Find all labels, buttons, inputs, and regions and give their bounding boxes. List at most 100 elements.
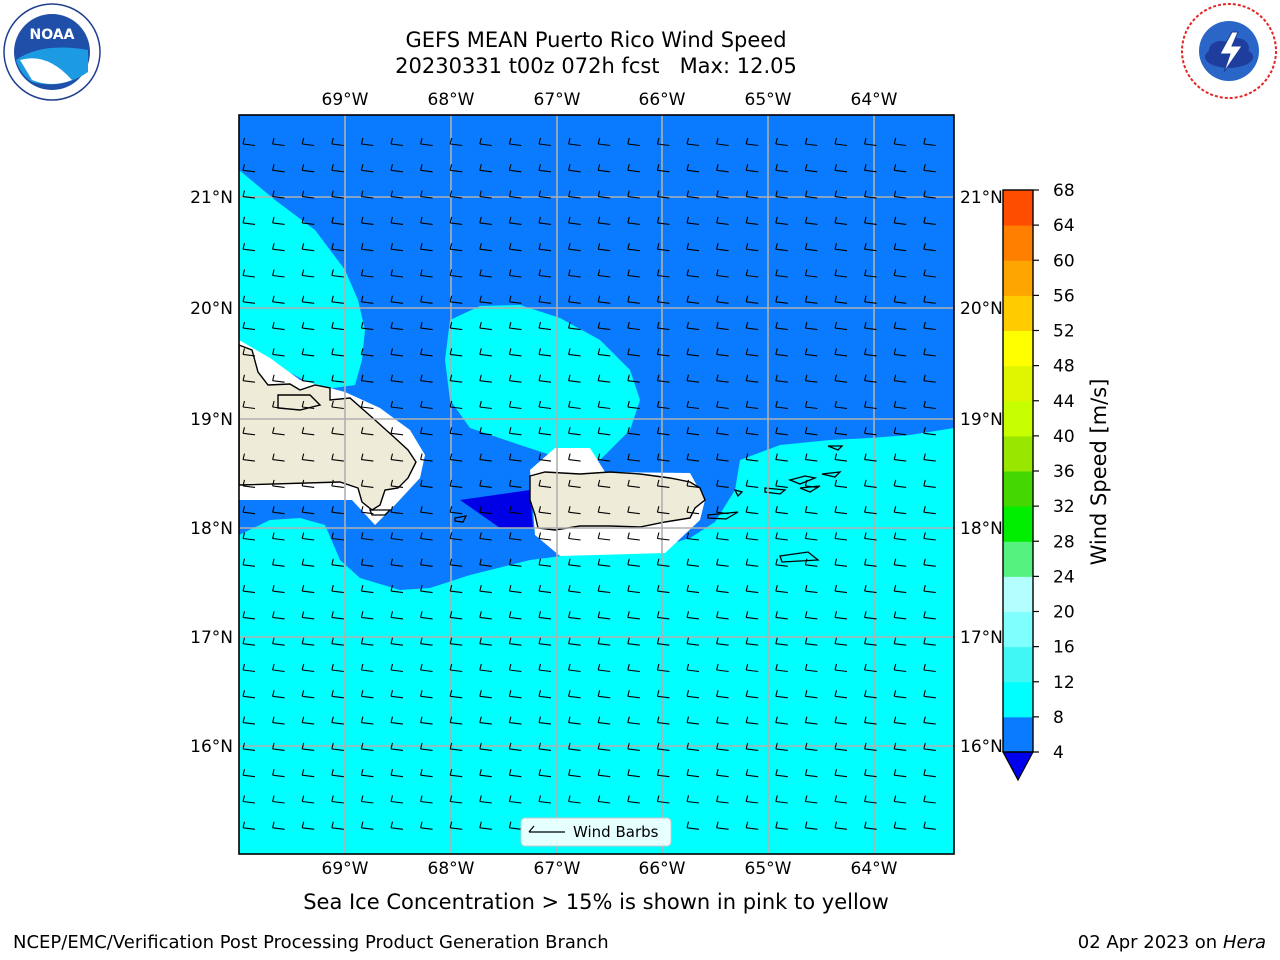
wind-barb	[420, 558, 433, 567]
wind-barb	[449, 742, 463, 751]
wind-barb	[745, 137, 759, 147]
wind-barb	[538, 558, 552, 567]
axis-tick-label: 69°W	[322, 90, 369, 110]
axis-tick-label: 69°W	[322, 859, 369, 879]
wind-barb	[331, 558, 344, 567]
wind-barb	[804, 584, 818, 594]
wind-barb	[716, 374, 729, 383]
wind-barb	[508, 532, 522, 541]
wind-barb	[242, 769, 256, 778]
wind-barb	[360, 795, 374, 804]
wind-barb	[627, 532, 640, 541]
wind-barb	[508, 400, 522, 410]
wind-barb	[834, 453, 848, 462]
wind-barb	[775, 164, 788, 173]
wind-barb	[420, 690, 433, 699]
wind-barb	[775, 611, 788, 620]
wind-barb	[331, 690, 344, 699]
wind-barb	[301, 532, 315, 541]
wind-barb	[775, 821, 788, 830]
colorbar-tick-label: 16	[1053, 638, 1075, 658]
wind-barb	[301, 479, 315, 488]
axis-tick-label: 64°W	[851, 859, 898, 879]
wind-barb	[864, 427, 877, 436]
wind-barb	[686, 663, 700, 673]
wind-barb	[597, 663, 611, 673]
wind-barb	[656, 295, 670, 304]
wind-barb	[272, 584, 285, 594]
wind-barb	[775, 795, 788, 804]
wind-barb	[508, 453, 522, 462]
wind-barb	[390, 611, 404, 620]
wind-barb	[686, 164, 700, 173]
wind-barb	[301, 506, 315, 515]
wind-barb	[390, 243, 404, 252]
wind-barb	[568, 374, 581, 383]
wind-barb	[627, 348, 640, 357]
wind-barb	[449, 164, 463, 173]
wind-barb	[686, 137, 700, 147]
wind-barb	[656, 400, 670, 410]
wind-barb	[864, 321, 877, 331]
wind-barb	[656, 453, 670, 462]
wind-barb	[301, 769, 315, 778]
wind-barb	[775, 453, 788, 462]
footer-date: 02 Apr 2023 on Hera	[1078, 932, 1266, 953]
wind-barb	[656, 716, 670, 725]
wind-barb	[597, 137, 611, 147]
wind-barb	[331, 611, 344, 620]
wind-barb	[420, 663, 433, 673]
wind-barb	[864, 137, 877, 147]
colorbar-segment	[1003, 260, 1033, 296]
wind-barb	[331, 453, 344, 462]
wind-barb	[656, 321, 670, 331]
wind-barb	[538, 400, 552, 410]
wind-barb	[331, 190, 344, 199]
wind-barb	[834, 164, 848, 173]
wind-barb	[360, 479, 374, 488]
wind-barb	[331, 479, 344, 488]
wind-barb	[893, 400, 907, 410]
wind-barb	[331, 321, 344, 331]
wind-barb	[627, 190, 640, 199]
wind-barb	[597, 558, 611, 567]
wind-barb	[390, 374, 404, 383]
wind-barb	[242, 584, 256, 594]
wind-barb	[775, 243, 788, 252]
wind-barb	[834, 190, 848, 199]
wind-barb	[923, 506, 936, 515]
wind-barb	[627, 716, 640, 725]
wind-barb	[804, 243, 818, 252]
wind-barb	[893, 453, 907, 462]
wind-barb	[834, 400, 848, 410]
wind-barb	[331, 663, 344, 673]
wind-barb	[864, 374, 877, 383]
wind-barb	[716, 348, 729, 357]
wind-barb	[864, 742, 877, 751]
wind-barb	[508, 558, 522, 567]
wind-barb	[923, 348, 936, 357]
axis-tick-label: 18°N	[190, 519, 233, 539]
wind-barb	[656, 164, 670, 173]
wind-barb	[420, 216, 433, 225]
wind-barb	[360, 374, 374, 383]
wind-barb	[893, 506, 907, 515]
wind-barb	[745, 611, 759, 620]
wind-barb	[538, 164, 552, 173]
wind-barb	[272, 479, 285, 488]
wind-barb	[390, 348, 404, 357]
wind-barb	[834, 427, 848, 436]
wind-barb	[923, 558, 936, 567]
wind-barb	[864, 637, 877, 646]
wind-barb	[686, 690, 700, 699]
wind-barb	[568, 663, 581, 673]
wind-barb	[686, 506, 700, 515]
wind-barb	[242, 269, 256, 278]
wind-barb	[360, 295, 374, 304]
wind-barb	[331, 584, 344, 594]
colorbar-tick-label: 28	[1053, 532, 1075, 552]
wind-barb	[479, 190, 492, 199]
wind-barb	[923, 427, 936, 436]
wind-barb	[568, 611, 581, 620]
wind-barb	[745, 558, 759, 567]
